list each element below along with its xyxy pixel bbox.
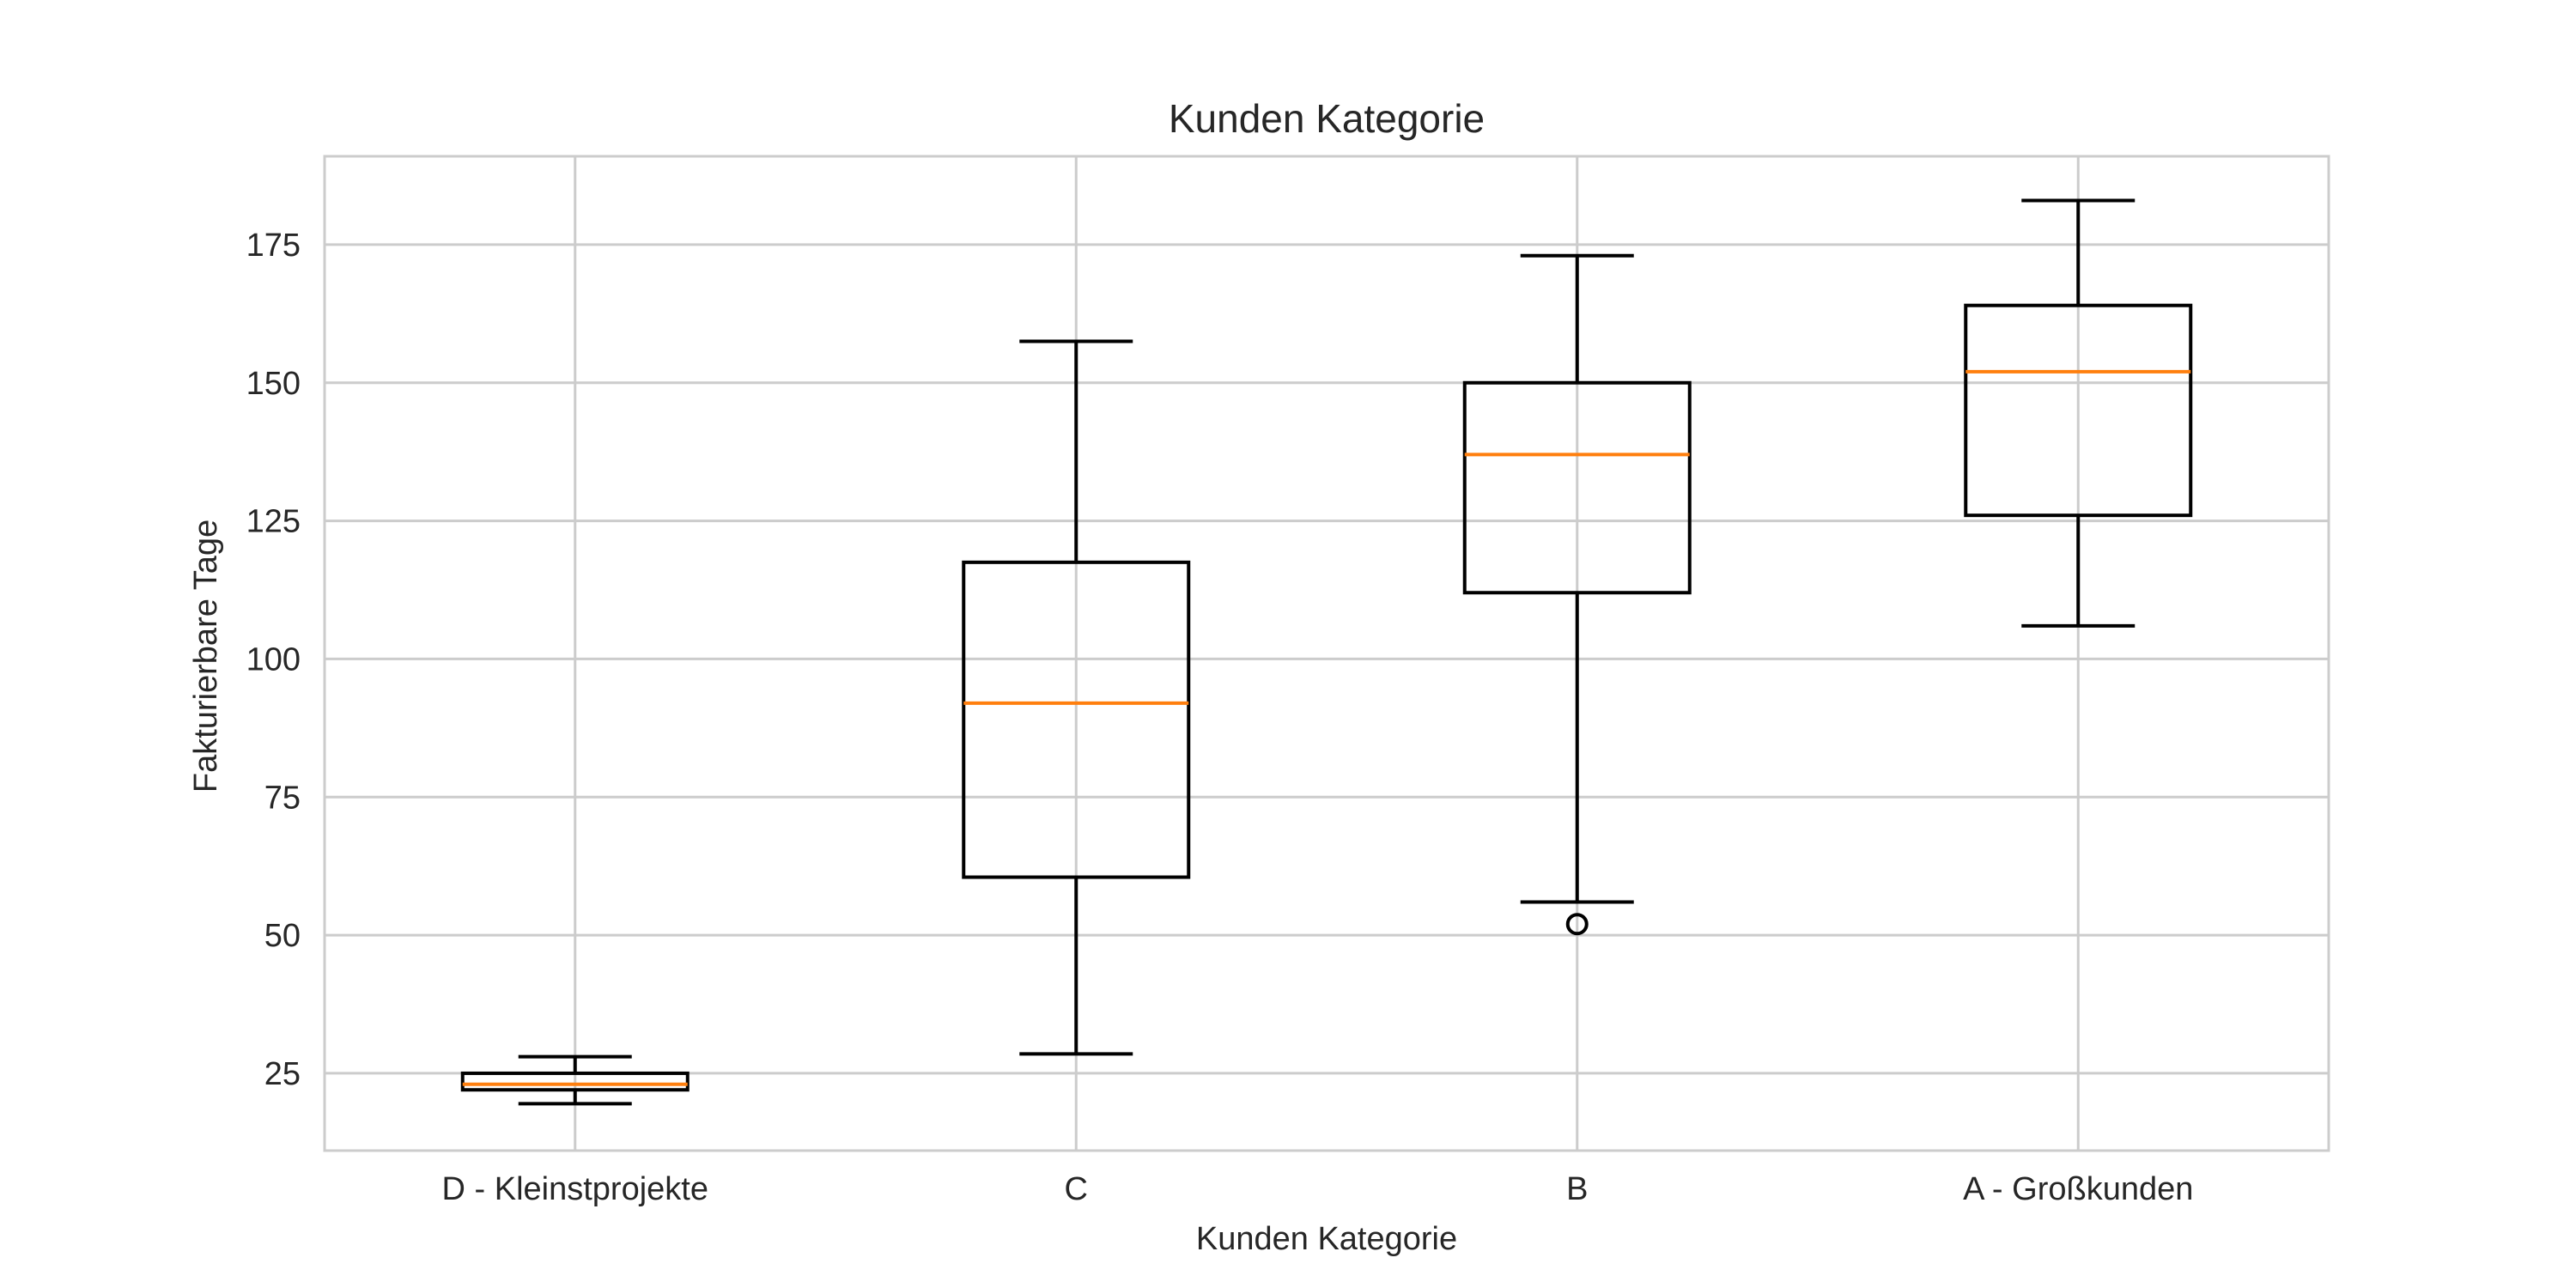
iqr-box xyxy=(1462,380,1692,595)
y-tick-label: 175 xyxy=(246,228,301,264)
box-group xyxy=(460,1054,690,1106)
grid-layer xyxy=(325,156,2329,1151)
plot-frame xyxy=(323,155,2330,1152)
outlier-point xyxy=(1565,913,1589,936)
iqr-box xyxy=(962,560,1191,879)
y-axis-label: Fakturierbare Tage xyxy=(188,519,224,793)
y-tick-label: 50 xyxy=(264,918,301,954)
x-tick-label: B xyxy=(1566,1171,1588,1207)
y-tick-label: 25 xyxy=(264,1056,301,1092)
x-tick-label: D - Kleinstprojekte xyxy=(442,1171,708,1207)
y-tick-label: 100 xyxy=(246,641,301,677)
x-tick-label: A - Großkunden xyxy=(1963,1171,2193,1207)
chart-title: Kunden Kategorie xyxy=(1169,96,1485,141)
x-axis-label: Kunden Kategorie xyxy=(1196,1221,1457,1257)
box-group xyxy=(962,339,1191,1056)
box-layer xyxy=(460,198,2193,1106)
box-group xyxy=(1462,253,1692,936)
iqr-box xyxy=(1964,303,2193,518)
y-tick-label: 150 xyxy=(246,366,301,402)
tick-layer: 25 50 75 100 125 150 175 D - Kleinstprojekte C B A… xyxy=(246,228,2194,1207)
y-tick-label: 125 xyxy=(246,504,301,540)
box-group xyxy=(1964,198,2193,628)
iqr-box xyxy=(460,1071,690,1092)
y-tick-label: 75 xyxy=(264,780,301,816)
x-tick-label: C xyxy=(1065,1171,1088,1207)
